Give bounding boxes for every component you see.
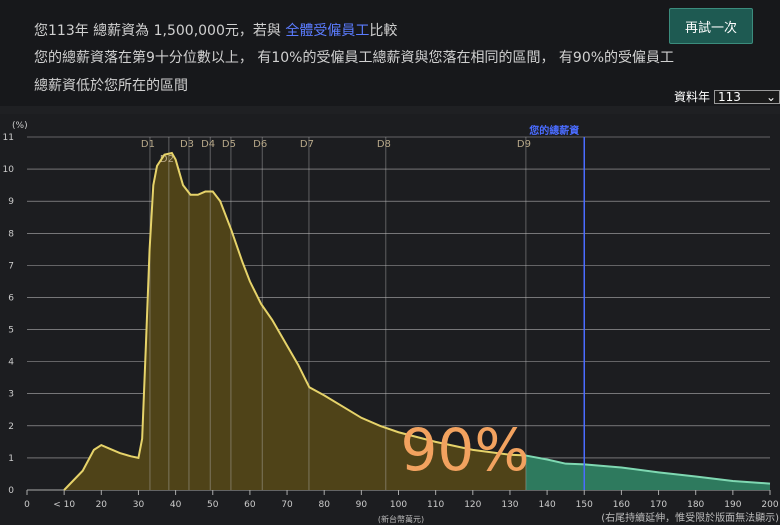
- y-tick-label: 10: [3, 165, 15, 175]
- decile-label: D9: [517, 139, 531, 150]
- decile-label: D5: [222, 139, 236, 150]
- user-salary-label: 您的總薪資: [529, 124, 579, 137]
- x-tick-label: 0: [24, 500, 30, 510]
- x-tick-label: < 10: [53, 500, 75, 510]
- x-tick-label: 120: [464, 500, 481, 510]
- y-tick-label: 2: [8, 422, 14, 432]
- x-tick-label: 130: [501, 500, 518, 510]
- summary-text: 您113年 總薪資為 1,500,000元，若與: [34, 23, 286, 39]
- summary-panel: 您113年 總薪資為 1,500,000元，若與 全體受僱員工比較 您的總薪資落…: [0, 0, 780, 106]
- chevron-down-icon: ⌄: [765, 89, 776, 104]
- area-below-user: [64, 153, 526, 490]
- year-label: 資料年: [674, 90, 711, 104]
- x-tick-label: 140: [539, 500, 556, 510]
- y-tick-label: 6: [8, 293, 14, 303]
- x-tick-label: 50: [207, 500, 219, 510]
- x-tick-label: 200: [761, 500, 778, 510]
- decile-label: D6: [253, 139, 267, 150]
- x-tick-label: 90: [356, 500, 368, 510]
- area-above-decile: [525, 455, 770, 490]
- decile-label: D4: [201, 139, 215, 150]
- percentile-big-label: 90%: [401, 416, 530, 484]
- y-tick-label: 11: [3, 133, 14, 143]
- decile-label: D3: [180, 139, 194, 150]
- y-tick-label: 1: [8, 454, 14, 464]
- y-tick-label: 8: [8, 229, 14, 239]
- x-tick-label: 170: [650, 500, 667, 510]
- x-tick-label: 40: [170, 500, 182, 510]
- series-line-below: [63, 151, 527, 491]
- retry-button[interactable]: 再試一次: [669, 8, 753, 44]
- x-tick-label: 110: [427, 500, 444, 510]
- x-tick-label: 180: [687, 500, 704, 510]
- x-tick-label: 70: [281, 500, 293, 510]
- decile-label: D1: [141, 139, 155, 150]
- y-tick-label: 0: [8, 486, 14, 496]
- y-tick-label: 9: [8, 197, 14, 207]
- y-tick-label: 5: [8, 326, 14, 336]
- y-axis-label: (%): [12, 121, 28, 131]
- y-tick-label: 3: [8, 390, 14, 400]
- comparison-group-link[interactable]: 全體受僱員工: [285, 23, 370, 39]
- x-axis-label: (新台幣萬元): [378, 514, 424, 524]
- year-selector: 資料年 113 ⌄: [674, 88, 780, 105]
- decile-label: D8: [377, 139, 391, 150]
- x-tick-label: 80: [318, 500, 330, 510]
- x-tick-label: 20: [96, 500, 108, 510]
- decile-label: D2: [160, 154, 174, 165]
- decile-label: D7: [300, 139, 314, 150]
- x-tick-label: 60: [244, 500, 256, 510]
- y-tick-label: 4: [8, 358, 14, 368]
- x-tick-label: 150: [576, 500, 593, 510]
- year-select[interactable]: 113 ⌄: [714, 89, 780, 104]
- x-tick-label: 100: [390, 500, 407, 510]
- x-tick-label: 190: [724, 500, 741, 510]
- footnote: (右尾持續延伸，惟受限於版面無法顯示): [601, 511, 779, 524]
- summary-line-3: 總薪資低於您所在的區間: [34, 78, 188, 94]
- summary-line-2: 您的總薪資落在第9十分位數以上， 有10%的受僱員工總薪資與您落在相同的區間， …: [34, 50, 675, 66]
- series-line-above: [525, 454, 771, 485]
- summary-text: 比較: [369, 23, 398, 39]
- x-tick-label: 160: [613, 500, 630, 510]
- x-tick-label: 30: [133, 500, 145, 510]
- summary-line-1: 您113年 總薪資為 1,500,000元，若與 全體受僱員工比較: [34, 20, 397, 40]
- y-tick-label: 7: [8, 261, 14, 271]
- year-value: 113: [718, 89, 741, 104]
